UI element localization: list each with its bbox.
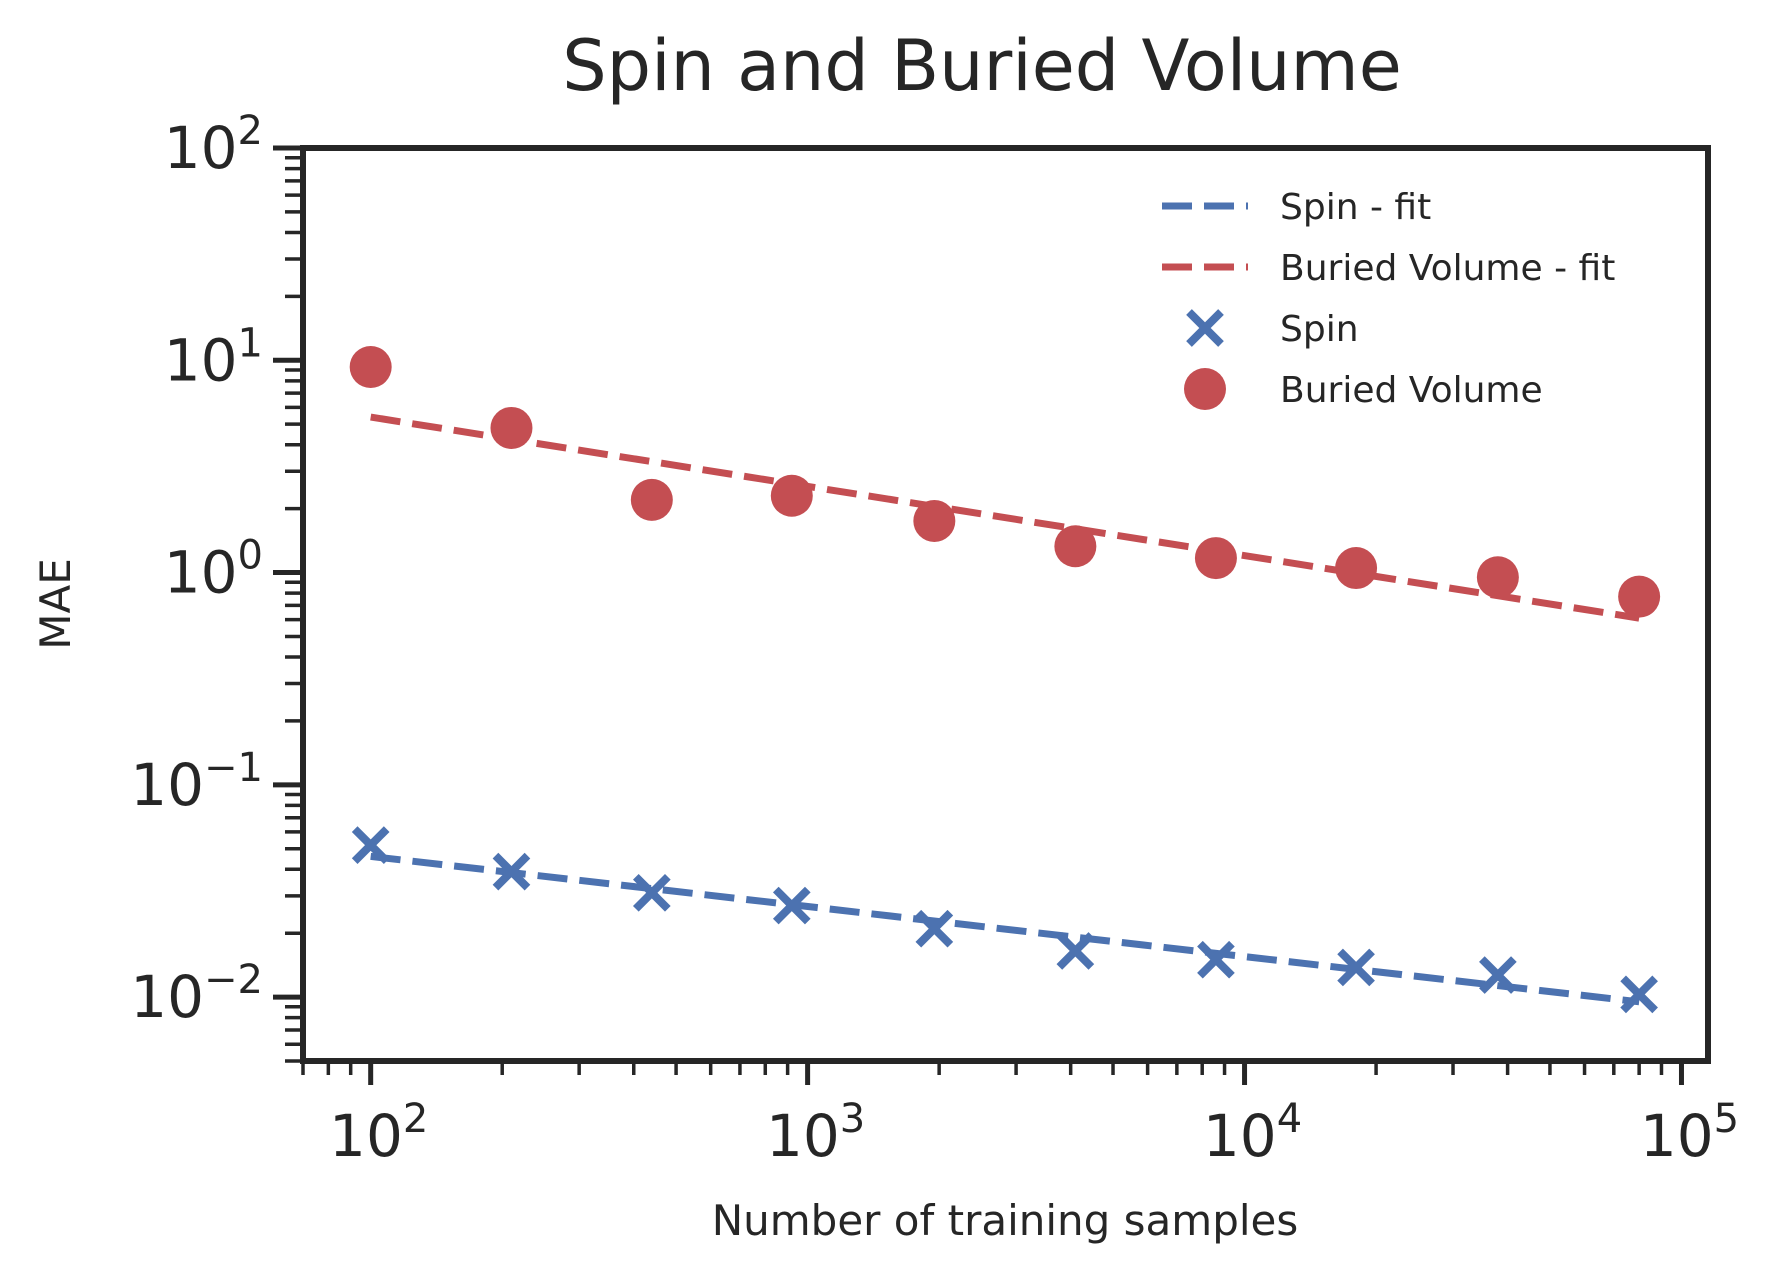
- y-tick-label-exponent: 2: [238, 108, 263, 154]
- y-tick-label-exponent: −2: [204, 957, 263, 1003]
- buried-volume-point: [490, 406, 533, 449]
- y-tick-label-exponent: 0: [238, 533, 263, 579]
- spin-point: [632, 873, 671, 912]
- x-tick-label-base: 10: [1203, 1102, 1277, 1170]
- fit-line: [370, 852, 1640, 1006]
- buried-volume-point: [1054, 525, 1097, 568]
- y-tick-label: 10−2: [130, 957, 263, 1031]
- spin-point: [492, 852, 531, 891]
- x-tick-label-exponent: 3: [840, 1096, 865, 1142]
- chart-title: Spin and Buried Volume: [562, 25, 1402, 107]
- x-tick-label: 105: [1640, 1096, 1739, 1170]
- legend-label: Buried Volume: [1280, 370, 1543, 411]
- buried-volume-point: [630, 478, 673, 521]
- y-tick-label: 102: [164, 108, 263, 182]
- y-tick-label-exponent: 1: [238, 320, 263, 366]
- buried-volume-point: [1618, 575, 1661, 618]
- buried-volume-point: [1194, 537, 1237, 580]
- x-tick-label: 103: [766, 1096, 865, 1170]
- buried-volume-point: [1335, 547, 1378, 590]
- plot-area: [349, 345, 1661, 1014]
- x-tick-label: 102: [329, 1096, 428, 1170]
- x-tick-label-exponent: 2: [403, 1096, 428, 1142]
- legend-label: Buried Volume - fit: [1280, 248, 1615, 289]
- spin-point: [351, 826, 390, 864]
- y-tick-label-base: 10: [164, 114, 238, 182]
- y-tick-label-base: 10: [130, 751, 204, 819]
- spin-point: [1197, 940, 1235, 979]
- x-tick-label: 104: [1203, 1096, 1302, 1170]
- buried-volume-point: [1476, 556, 1519, 599]
- fit-line: [370, 413, 1640, 622]
- x-axis: 102 103 104 105: [301, 1061, 1739, 1170]
- legend: Spin - fit Buried Volume - fit Spin Buried …: [1162, 187, 1615, 411]
- x-tick-label-base: 10: [766, 1102, 840, 1170]
- x-tick-label-exponent: 5: [1714, 1096, 1739, 1142]
- buried-volume-point: [913, 499, 956, 542]
- x-tick-label-base: 10: [329, 1102, 403, 1170]
- y-tick-label-base: 10: [164, 539, 238, 607]
- y-tick-label-base: 10: [164, 326, 238, 394]
- buried-volume-point: [770, 474, 813, 517]
- y-tick-label: 100: [164, 533, 263, 607]
- x-axis-label: Number of training samples: [712, 1196, 1299, 1245]
- y-tick-label-exponent: −1: [204, 745, 263, 791]
- legend-label: Spin - fit: [1280, 187, 1431, 228]
- y-tick-label-base: 10: [130, 963, 204, 1031]
- y-tick-label: 101: [164, 320, 263, 394]
- spin-point: [915, 909, 954, 948]
- spin-point: [772, 886, 811, 925]
- legend-label: Spin: [1280, 309, 1359, 350]
- x-tick-label-exponent: 4: [1277, 1096, 1302, 1142]
- legend-x-swatch: [1186, 309, 1224, 347]
- spin-point: [1056, 932, 1095, 970]
- y-tick-label: 10−1: [130, 745, 263, 819]
- spin-point: [1337, 948, 1375, 987]
- y-axis-label: MAE: [31, 558, 80, 650]
- legend-dot-swatch: [1184, 368, 1226, 410]
- spin-point: [1479, 956, 1517, 994]
- spin-point: [1620, 975, 1658, 1014]
- x-tick-label-base: 10: [1640, 1102, 1714, 1170]
- buried-volume-point: [349, 345, 392, 388]
